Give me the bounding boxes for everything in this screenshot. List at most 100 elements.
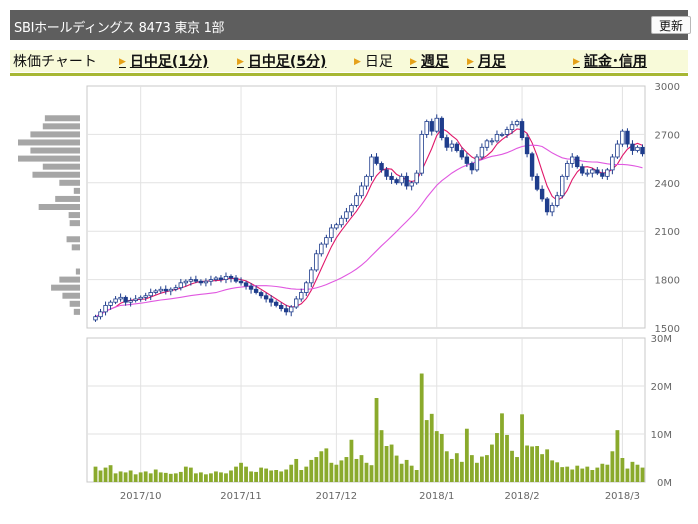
volume-bar [219, 472, 223, 482]
volume-bar [198, 472, 203, 482]
volume-bar [118, 471, 123, 482]
volume-bar [324, 448, 329, 482]
x-tick-label: 2018/3 [605, 491, 640, 502]
volume-bar [515, 457, 519, 482]
volume-profile-bar [55, 195, 80, 202]
candle-body-up [324, 237, 329, 245]
volume-bar [580, 468, 585, 482]
tab-arrow-icon: ▶ [467, 57, 474, 67]
volume-profile-bar [73, 308, 80, 315]
chart-grid [87, 86, 645, 482]
volume-tick-label: 30M [651, 334, 672, 345]
candle-body-down [600, 172, 605, 177]
tab-weekly[interactable]: ▶ 週足 [410, 52, 449, 72]
candle-body-down [268, 298, 274, 303]
volume-bar [344, 457, 349, 482]
volume-bar [495, 433, 499, 482]
volume-bar [289, 464, 294, 482]
volume-profile-bar [42, 123, 80, 130]
price-tick-label: 3000 [655, 82, 680, 93]
candle-body-up [590, 169, 595, 174]
volume-bar [635, 464, 640, 482]
candle-body-down [374, 156, 379, 164]
volume-bar [545, 449, 550, 482]
candle-body-down [228, 275, 234, 279]
candle-body-up [153, 290, 158, 293]
volume-bar [329, 462, 334, 482]
volume-bar [424, 420, 429, 482]
tab-bar-underline [10, 73, 688, 76]
volume-bar [540, 454, 545, 482]
candle-body-up [108, 301, 113, 306]
candle-body-up [494, 133, 500, 142]
volume-bar [269, 470, 274, 482]
volume-bar [193, 473, 198, 482]
price-tick-label: 2100 [655, 227, 680, 238]
candlesticks [93, 114, 645, 322]
volume-bar [284, 469, 289, 482]
candle-body-down [469, 163, 475, 171]
x-tick-label: 2017/11 [220, 491, 262, 502]
volume-bar [399, 463, 404, 482]
volume-bar [254, 471, 258, 482]
volume-bar [555, 462, 560, 482]
volume-bar [414, 470, 419, 482]
candle-body-up [178, 282, 184, 289]
volume-bar [605, 464, 610, 482]
chart-tab-bar: 株価チャート ▶ 日中足(1分) ▶ 日中足(5分) ▶ 日足 ▶ 週足 ▶ 月足 ▶ 証金… [10, 50, 688, 72]
candle-body-up [369, 156, 374, 177]
volume-bar [294, 458, 299, 482]
candle-body-up [304, 282, 309, 293]
volume-bar [535, 446, 540, 482]
candle-body-down [575, 156, 580, 168]
volume-profile-bar [75, 268, 80, 275]
volume-bar [459, 461, 464, 482]
candle-body-down [283, 308, 289, 313]
volume-bar [419, 373, 424, 482]
tab-margin[interactable]: ▶ 証金･信用 [573, 52, 647, 72]
tab-daily: ▶ 日足 [354, 52, 393, 72]
volume-bar [224, 473, 228, 482]
volume-bar [444, 451, 449, 482]
refresh-button[interactable]: 更新 [651, 16, 691, 34]
volume-bar [98, 470, 103, 482]
candle-body-up [364, 175, 369, 187]
candle-body-down [595, 169, 600, 174]
candle-body-up [399, 175, 404, 184]
tab-weekly-label: 週足 [420, 54, 449, 70]
candle-body-up [158, 288, 163, 292]
volume-bar [590, 470, 595, 482]
volume-profile-bar [44, 115, 80, 122]
candle-body-up [565, 163, 570, 177]
volume-bar [384, 446, 389, 482]
volume-bar [640, 467, 645, 482]
candle-body-down [394, 179, 399, 184]
tab-monthly[interactable]: ▶ 月足 [467, 52, 506, 72]
tab-intraday-1min[interactable]: ▶ 日中足(1分) [119, 52, 208, 72]
x-tick-label: 2017/10 [120, 491, 162, 502]
tab-intraday-5min[interactable]: ▶ 日中足(5分) [237, 52, 326, 72]
candle-body-up [289, 306, 294, 313]
volume-profile-bar [73, 187, 80, 194]
volume-profile-bar [18, 139, 80, 146]
candle-body-down [379, 163, 384, 171]
volume-bar [209, 473, 213, 482]
volume-bar [409, 465, 414, 482]
tab-arrow-icon: ▶ [119, 57, 126, 67]
volume-bar [625, 468, 630, 482]
candle-body-up [489, 140, 495, 143]
candle-body-up [424, 121, 429, 135]
candle-body-up [98, 311, 103, 318]
moving-average-short-line [95, 127, 643, 318]
volume-bar [319, 451, 324, 482]
candle-body-up [479, 146, 485, 158]
axis-labels: 1500 1800 2100 2400 2700 3000 0M 10M 20M 30M 2017/… [120, 82, 680, 502]
candle-body-up [434, 117, 439, 132]
volume-bar [239, 462, 243, 482]
volume-bar [214, 471, 218, 482]
volume-bar [570, 469, 575, 482]
price-tick-label: 2400 [655, 179, 680, 190]
candle-body-down [464, 156, 470, 164]
volume-bar [454, 453, 459, 482]
candle-body-up [484, 140, 490, 148]
